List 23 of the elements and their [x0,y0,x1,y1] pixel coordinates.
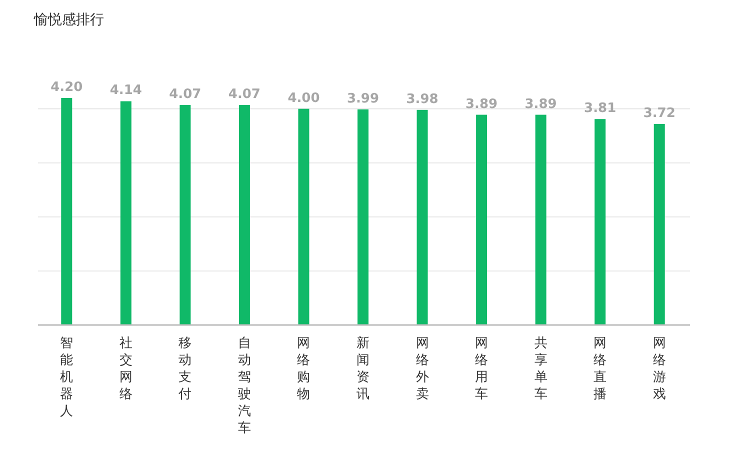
x-tick-label: 网络用车 [475,336,488,402]
x-tick-label: 网络购物 [297,336,310,402]
x-tick-label: 新闻资讯 [356,336,370,402]
chart-title: 愉悦感排行 [33,12,104,28]
data-label: 4.14 [110,83,142,98]
x-tick-label: 共享单车 [534,336,548,402]
x-tick-label: 社交网络 [119,336,132,402]
x-tick-label: 智能机器人 [60,336,74,419]
data-label: 3.72 [643,106,676,121]
data-label: 4.20 [50,80,83,95]
data-label: 4.07 [228,87,260,102]
data-label: 3.81 [584,101,616,116]
data-label: 4.07 [169,87,202,102]
data-label: 4.00 [288,90,320,106]
x-tick-label: 移动支付 [178,336,192,402]
data-label: 3.89 [524,96,557,112]
data-label: 3.89 [466,96,498,112]
x-tick-label: 网络外卖 [416,336,429,402]
data-label: 3.98 [406,92,438,107]
x-tick-label: 自动驾驶汽车 [238,336,251,436]
x-tick-label: 网络直播 [594,336,607,402]
data-label: 3.99 [346,91,380,106]
x-tick-label: 网络游戏 [652,336,666,402]
